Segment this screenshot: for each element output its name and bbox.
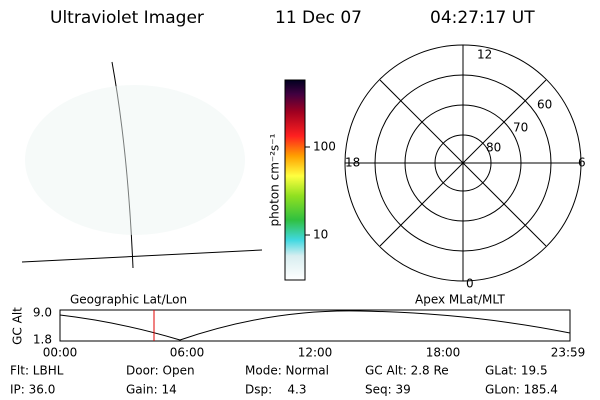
colorbar: 100 10 photon cm⁻²s⁻¹	[268, 79, 336, 281]
colorbar-scale	[284, 79, 306, 281]
title: Ultraviolet Imager	[50, 8, 204, 28]
info-panel: Flt: LBHL Door: Open Mode: Normal GC Alt: 2…	[10, 364, 558, 397]
info-field: Flt: LBHL	[10, 364, 64, 378]
plot-frame	[59, 309, 571, 342]
info-field: Seq: 39	[365, 383, 411, 397]
mlt-label: 6	[578, 156, 586, 170]
y-tick-label: 1.8	[33, 333, 52, 347]
info-field: Door: Open	[126, 364, 195, 378]
polar-panel: 12 18 6 0 60 70 80	[344, 44, 586, 291]
info-field: IP: 36.0	[10, 383, 55, 397]
altitude-curve	[59, 310, 571, 341]
x-tick-label: 00:00	[43, 346, 78, 360]
spoke	[379, 79, 547, 247]
x-tick-label: 06:00	[170, 346, 205, 360]
info-field: GLat: 19.5	[485, 364, 548, 378]
x-tick-label: 23:59	[551, 346, 586, 360]
mlt-label: 18	[345, 156, 360, 170]
lat-label: 80	[486, 141, 501, 155]
mlt-label: 12	[477, 48, 492, 62]
altitude-plot: Geographic Lat/Lon Apex MLat/MLT GC Alt …	[11, 293, 586, 360]
y-tick-label: 9.0	[33, 306, 52, 320]
geo-panel	[21, 61, 263, 269]
mlt-label: 0	[466, 277, 474, 291]
time: 04:27:17 UT	[430, 8, 535, 28]
info-field: GLon: 185.4	[485, 383, 558, 397]
info-field: Gain: 14	[126, 383, 177, 397]
image-footprint	[25, 85, 245, 235]
colorbar-tick-label: 100	[313, 140, 336, 154]
y-label: GC Alt	[11, 307, 25, 345]
x-tick-label: 12:00	[298, 346, 333, 360]
panel-label: Geographic Lat/Lon	[70, 293, 187, 307]
lat-label: 60	[537, 98, 552, 112]
parallel	[21, 249, 263, 263]
date: 11 Dec 07	[275, 8, 362, 28]
colorbar-tick-label: 10	[313, 228, 328, 242]
info-field: Mode: Normal	[245, 364, 329, 378]
info-field: Dsp: 4.3	[245, 383, 307, 397]
info-field: GC Alt: 2.8 Re	[365, 364, 449, 378]
lat-label: 70	[513, 121, 528, 135]
panel-label: Apex MLat/MLT	[415, 293, 505, 307]
x-tick-label: 18:00	[426, 346, 461, 360]
colorbar-label: photon cm⁻²s⁻¹	[268, 133, 282, 226]
